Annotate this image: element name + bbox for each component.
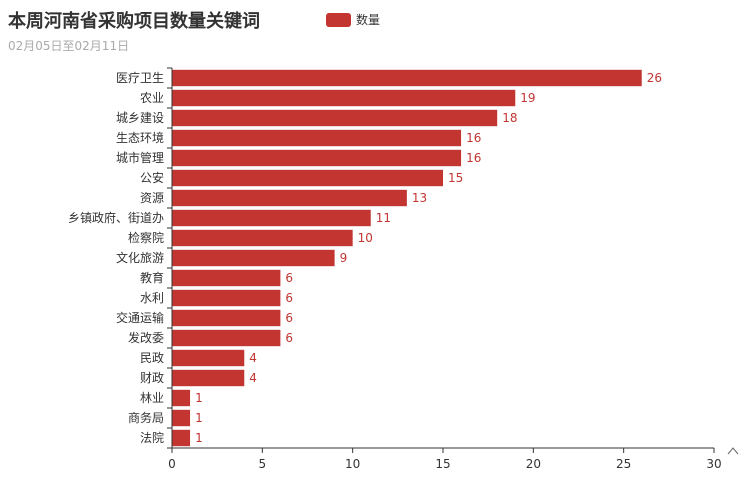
bar-value-label: 6 xyxy=(285,331,293,345)
bar-value-label: 6 xyxy=(285,311,293,325)
y-tick-label: 乡镇政府、街道办 xyxy=(68,210,164,225)
bar[interactable] xyxy=(172,389,191,407)
bar-value-label: 16 xyxy=(466,131,481,145)
x-tick-label: 5 xyxy=(259,457,267,471)
bar-value-label: 11 xyxy=(376,211,391,225)
x-tick-label: 10 xyxy=(345,457,360,471)
bar[interactable] xyxy=(172,229,353,247)
y-tick-label: 资源 xyxy=(140,191,164,205)
bar-value-label: 4 xyxy=(249,371,257,385)
bar[interactable] xyxy=(172,89,516,107)
bar-value-label: 19 xyxy=(520,91,535,105)
y-tick-label: 商务局 xyxy=(128,410,164,425)
y-tick-label: 检察院 xyxy=(128,230,164,245)
bar-value-label: 13 xyxy=(412,191,427,205)
bar-value-label: 18 xyxy=(502,111,517,125)
chart-subtitle: 02月05日至02月11日 xyxy=(8,39,130,53)
bar[interactable] xyxy=(172,249,335,267)
bar[interactable] xyxy=(172,369,245,387)
x-tick-label: 20 xyxy=(526,457,541,471)
y-tick-label: 城市管理 xyxy=(116,150,164,165)
bar[interactable] xyxy=(172,189,407,207)
legend-label: 数量 xyxy=(356,13,381,27)
bar[interactable] xyxy=(172,429,191,447)
bar[interactable] xyxy=(172,209,371,227)
bar[interactable] xyxy=(172,309,281,327)
y-tick-label: 医疗卫生 xyxy=(116,71,164,85)
bar[interactable] xyxy=(172,169,444,187)
y-tick-label: 生态环境 xyxy=(116,130,164,145)
bar[interactable] xyxy=(172,149,462,167)
y-tick-label: 公安 xyxy=(140,170,164,185)
bar[interactable] xyxy=(172,129,462,147)
bar[interactable] xyxy=(172,109,498,127)
bar-value-label: 1 xyxy=(195,411,203,425)
x-tick-label: 0 xyxy=(168,457,176,471)
y-tick-label: 民政 xyxy=(140,351,164,365)
x-tick-label: 25 xyxy=(616,457,631,471)
bar[interactable] xyxy=(172,289,281,307)
chevron-up-icon[interactable] xyxy=(727,447,739,455)
bar-value-label: 1 xyxy=(195,431,203,445)
x-tick-label: 30 xyxy=(706,457,721,471)
y-tick-label: 林业 xyxy=(140,391,164,405)
x-tick-label: 15 xyxy=(435,457,450,471)
bar-value-label: 26 xyxy=(647,71,662,85)
x-axis: 0 5 10 15 20 25 30 xyxy=(168,447,722,471)
bar[interactable] xyxy=(172,409,191,427)
bar-value-label: 4 xyxy=(249,351,257,365)
bar[interactable] xyxy=(172,69,642,87)
y-tick-label: 文化旅游 xyxy=(116,250,164,265)
y-tick-label: 发改委 xyxy=(128,330,164,345)
y-tick-label: 教育 xyxy=(140,270,164,285)
bar-value-label: 15 xyxy=(448,171,463,185)
y-tick-label: 农业 xyxy=(140,91,164,105)
bar-value-label: 9 xyxy=(340,251,348,265)
bar-value-label: 6 xyxy=(285,291,293,305)
y-tick-label: 城乡建设 xyxy=(116,111,164,125)
chart-title: 本周河南省采购项目数量关键词 xyxy=(8,11,260,32)
y-tick-label: 法院 xyxy=(140,431,164,445)
y-axis: 医疗卫生农业城乡建设生态环境城市管理公安资源乡镇政府、街道办检察院文化旅游教育水… xyxy=(68,67,173,449)
y-tick-label: 交通运输 xyxy=(116,310,164,325)
bar-value-label: 1 xyxy=(195,391,203,405)
bar[interactable] xyxy=(172,349,245,367)
y-tick-label: 水利 xyxy=(140,291,164,305)
bar-value-label: 6 xyxy=(285,271,293,285)
bar[interactable] xyxy=(172,269,281,287)
bar-value-label: 16 xyxy=(466,151,481,165)
y-tick-label: 财政 xyxy=(140,371,164,385)
bar-series xyxy=(172,69,642,447)
legend-swatch xyxy=(326,12,351,27)
legend[interactable]: 数量 xyxy=(326,11,380,28)
bar-value-label: 10 xyxy=(358,231,373,245)
bar[interactable] xyxy=(172,329,281,347)
